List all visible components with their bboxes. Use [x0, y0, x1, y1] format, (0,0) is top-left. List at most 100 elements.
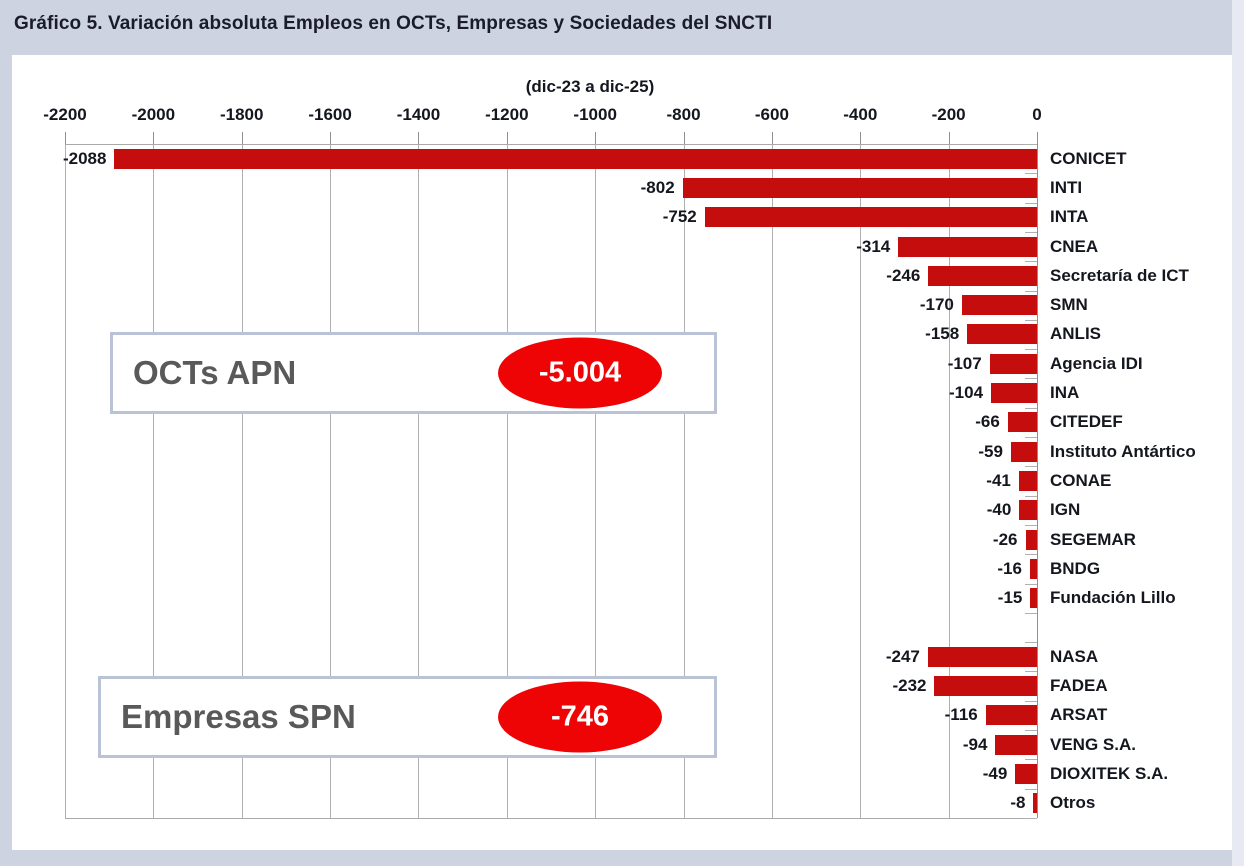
- category-label: BNDG: [1050, 558, 1101, 578]
- category-label: Fundación Lillo: [1050, 588, 1176, 608]
- group-box-octs-apn: OCTs APN -5.004: [110, 332, 717, 414]
- category-label: IGN: [1050, 500, 1081, 520]
- category-label: VENG S.A.: [1050, 734, 1136, 754]
- x-axis-tick-label: -2000: [131, 105, 176, 124]
- bar: [114, 148, 1037, 169]
- x-axis-tick: [65, 132, 66, 144]
- x-axis-tick: [506, 132, 508, 144]
- x-axis-tick-label: -200: [931, 105, 966, 124]
- bar: [961, 295, 1037, 316]
- bar: [1033, 793, 1037, 814]
- x-axis-tick: [153, 132, 155, 144]
- category-label: CITEDEF: [1050, 412, 1123, 432]
- category-axis-line: [1037, 144, 1038, 818]
- bar-value-label: -116: [944, 705, 978, 725]
- bar: [682, 177, 1037, 198]
- category-label: ARSAT: [1050, 705, 1108, 725]
- bar: [1029, 558, 1037, 579]
- gridline: [153, 144, 155, 818]
- bar: [1019, 500, 1037, 521]
- bar-value-label: -15: [997, 588, 1023, 608]
- gridline: [948, 144, 950, 818]
- bar: [967, 324, 1037, 345]
- gridline: [683, 144, 685, 818]
- category-axis-tick: [1025, 144, 1037, 145]
- bar: [928, 265, 1037, 286]
- category-label: CNEA: [1050, 236, 1099, 256]
- bar-value-label: -107: [947, 353, 982, 373]
- category-axis-tick: [1025, 349, 1037, 351]
- page-edge-strip: [1232, 0, 1244, 866]
- bar-value-label: -314: [856, 236, 891, 256]
- category-label: SEGEMAR: [1050, 529, 1136, 549]
- category-axis-tick: [1025, 554, 1037, 556]
- plot-top-axis-line: [65, 144, 1037, 145]
- bar-value-label: -16: [997, 558, 1022, 578]
- bar-value-label: -752: [662, 207, 697, 227]
- chart-panel: -2200 -2000 -1800 -1600 -1400 -1200 -1000 -800-…: [12, 55, 1232, 850]
- chart-subtitle: (dic-23 a dic-25): [525, 77, 655, 96]
- category-axis-tick: [1025, 290, 1037, 292]
- bar: [991, 383, 1037, 404]
- x-axis-tick-label: -600: [754, 105, 789, 124]
- category-axis-tick: [1025, 612, 1037, 614]
- category-label: INA: [1050, 383, 1080, 403]
- x-axis-tick-label: -1000: [573, 105, 617, 124]
- bar-value-label: -40: [986, 500, 1012, 520]
- total-value-empresas-spn: -746: [550, 700, 610, 733]
- bar-value-label: -2088: [62, 148, 107, 168]
- bar-value-label: -246: [886, 265, 921, 285]
- bar-value-label: -104: [949, 383, 984, 403]
- bar: [1007, 412, 1037, 433]
- category-label: Otros: [1050, 793, 1096, 813]
- bar-value-label: -802: [640, 177, 675, 197]
- gridline: [65, 144, 66, 818]
- gridline: [595, 144, 597, 818]
- bar: [1010, 441, 1037, 462]
- bar-value-label: -158: [925, 324, 960, 344]
- category-axis-tick: [1025, 495, 1037, 497]
- x-axis-tick: [1037, 132, 1038, 144]
- total-ellipse-octs-apn: -5.004: [498, 337, 662, 409]
- x-axis-tick-label: -800: [666, 105, 701, 124]
- category-label: INTI: [1050, 177, 1083, 197]
- bar: [704, 207, 1037, 228]
- category-label: ANLIS: [1050, 324, 1101, 344]
- bar-value-label: -232: [892, 676, 927, 696]
- category-axis-tick: [1025, 407, 1037, 409]
- x-axis-tick-label: -400: [843, 105, 878, 124]
- total-ellipse-empresas-spn: -746: [498, 681, 662, 753]
- plot-bottom-axis-line: [65, 818, 1037, 819]
- group-box-empresas-spn: Empresas SPN -746: [98, 676, 717, 758]
- category-axis-tick: [1025, 319, 1037, 321]
- category-label: SMN: [1050, 295, 1088, 315]
- bar: [1018, 471, 1037, 491]
- bar: [1015, 764, 1037, 785]
- total-value-octs-apn: -5.004: [538, 356, 622, 389]
- category-axis-tick: [1025, 642, 1037, 644]
- category-axis-tick: [1025, 700, 1037, 702]
- category-axis-tick: [1025, 730, 1037, 732]
- x-axis-tick: [241, 132, 243, 144]
- bar: [989, 353, 1037, 374]
- x-axis-tick: [418, 132, 420, 144]
- x-axis-tick: [330, 132, 332, 144]
- page-title: Gráfico 5. Variación absoluta Empleos en…: [14, 13, 773, 34]
- bar: [985, 705, 1037, 726]
- category-label: CONAE: [1050, 471, 1112, 490]
- bar-value-label: -66: [975, 412, 1000, 432]
- category-axis-tick: [1025, 378, 1037, 380]
- gridline: [330, 144, 332, 818]
- category-axis-tick: [1025, 466, 1037, 468]
- bar-value-label: -247: [885, 646, 920, 666]
- bar: [1025, 529, 1037, 550]
- x-axis-tick-label: -1200: [485, 105, 529, 124]
- category-axis-tick: [1025, 173, 1037, 175]
- bar: [898, 236, 1037, 257]
- plot-area: -2200 -2000 -1800 -1600 -1400 -1200 -1000 -800-…: [12, 55, 1232, 850]
- category-label: Secretaría de ICT: [1050, 265, 1189, 285]
- bar: [1030, 588, 1037, 609]
- x-axis-tick: [595, 132, 597, 144]
- bar-value-label: -94: [962, 734, 988, 754]
